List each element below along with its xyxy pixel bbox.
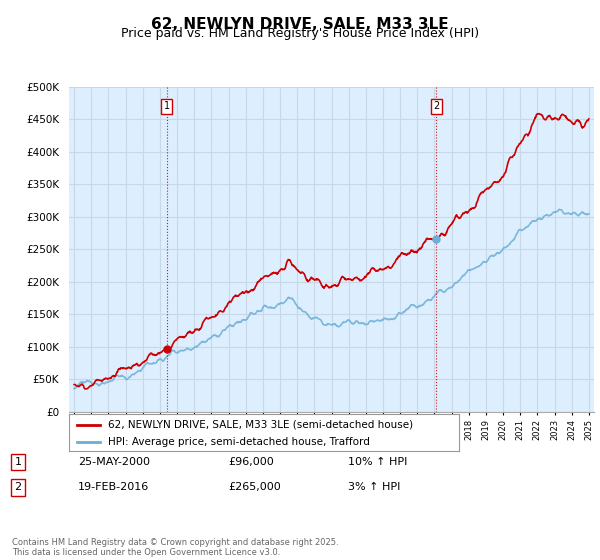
Text: 62, NEWLYN DRIVE, SALE, M33 3LE (semi-detached house): 62, NEWLYN DRIVE, SALE, M33 3LE (semi-de… [108, 419, 413, 430]
Text: HPI: Average price, semi-detached house, Trafford: HPI: Average price, semi-detached house,… [108, 437, 370, 447]
Text: 2: 2 [14, 482, 22, 492]
Text: 2: 2 [433, 101, 439, 111]
Text: 1: 1 [164, 101, 170, 111]
Text: 3% ↑ HPI: 3% ↑ HPI [348, 482, 400, 492]
Text: 1: 1 [14, 457, 22, 467]
Text: £96,000: £96,000 [228, 457, 274, 467]
Text: 62, NEWLYN DRIVE, SALE, M33 3LE: 62, NEWLYN DRIVE, SALE, M33 3LE [151, 17, 449, 32]
Text: Contains HM Land Registry data © Crown copyright and database right 2025.
This d: Contains HM Land Registry data © Crown c… [12, 538, 338, 557]
Text: 19-FEB-2016: 19-FEB-2016 [78, 482, 149, 492]
Text: 25-MAY-2000: 25-MAY-2000 [78, 457, 150, 467]
Text: £265,000: £265,000 [228, 482, 281, 492]
Text: 10% ↑ HPI: 10% ↑ HPI [348, 457, 407, 467]
Text: Price paid vs. HM Land Registry's House Price Index (HPI): Price paid vs. HM Land Registry's House … [121, 27, 479, 40]
